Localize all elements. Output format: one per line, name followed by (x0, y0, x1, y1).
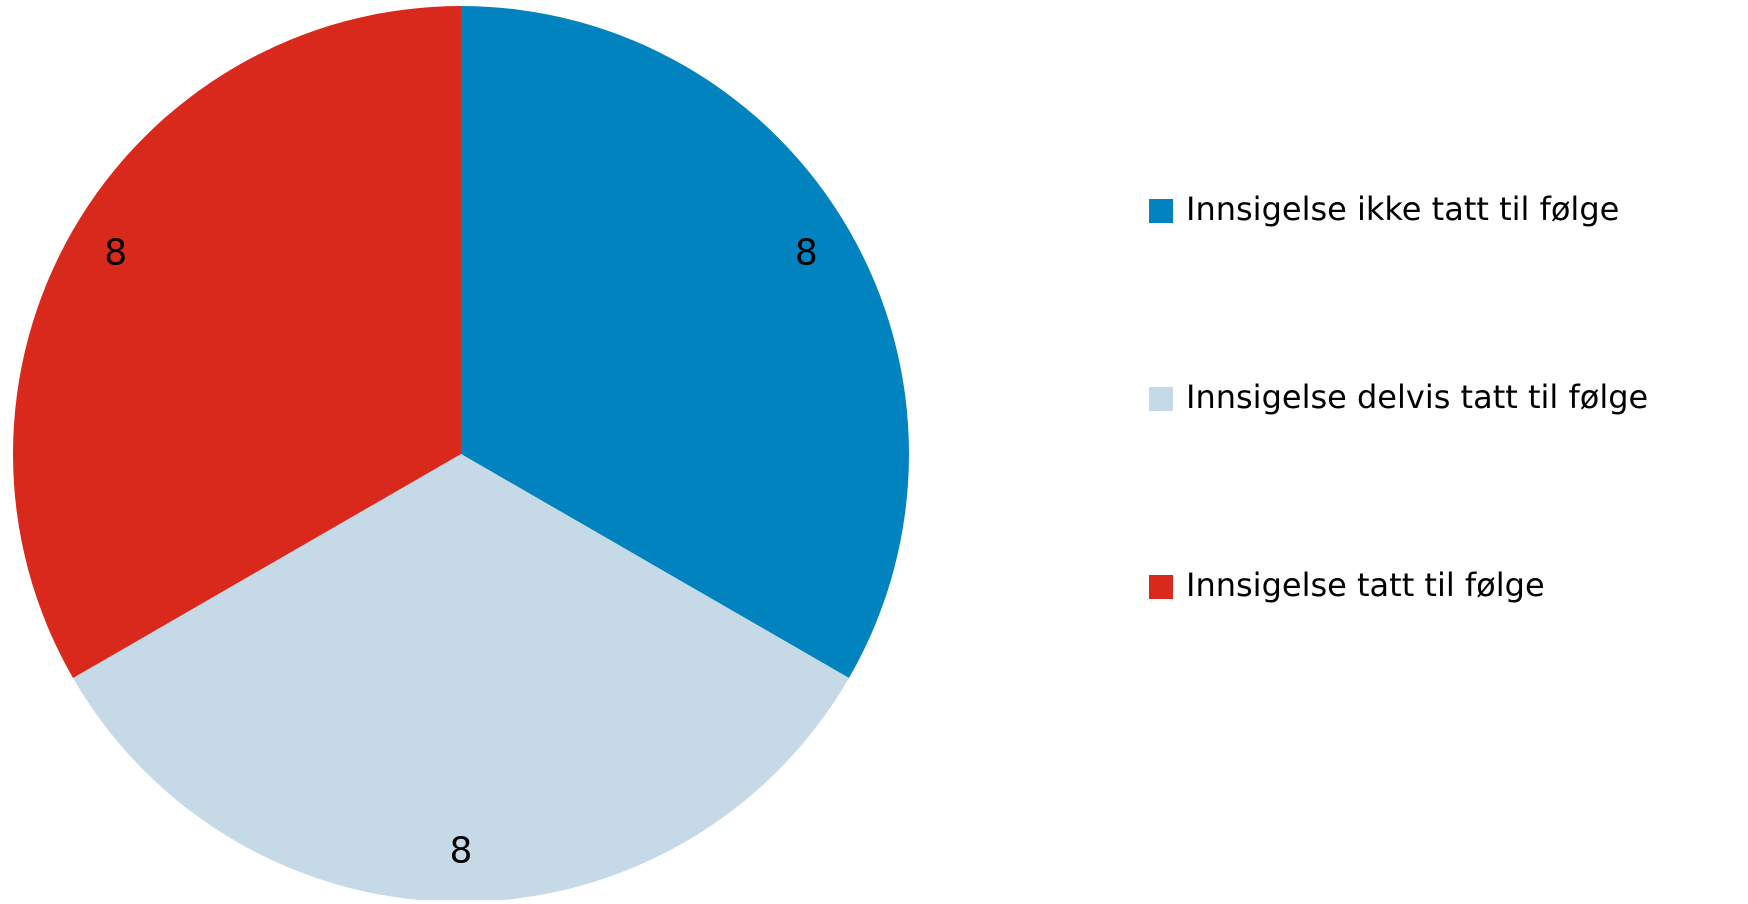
legend-swatch (1149, 199, 1173, 223)
legend-swatch (1149, 387, 1173, 411)
pie-slice (461, 6, 909, 678)
legend-label: Innsigelse delvis tatt til følge (1186, 378, 1648, 416)
data-label: 8 (795, 233, 818, 274)
data-label: 8 (450, 831, 473, 872)
legend-label: Innsigelse tatt til følge (1186, 566, 1545, 604)
data-label: 8 (104, 233, 127, 274)
pie-slice (12, 6, 461, 678)
legend-swatch (1149, 575, 1173, 599)
legend-label: Innsigelse ikke tatt til følge (1186, 190, 1619, 228)
